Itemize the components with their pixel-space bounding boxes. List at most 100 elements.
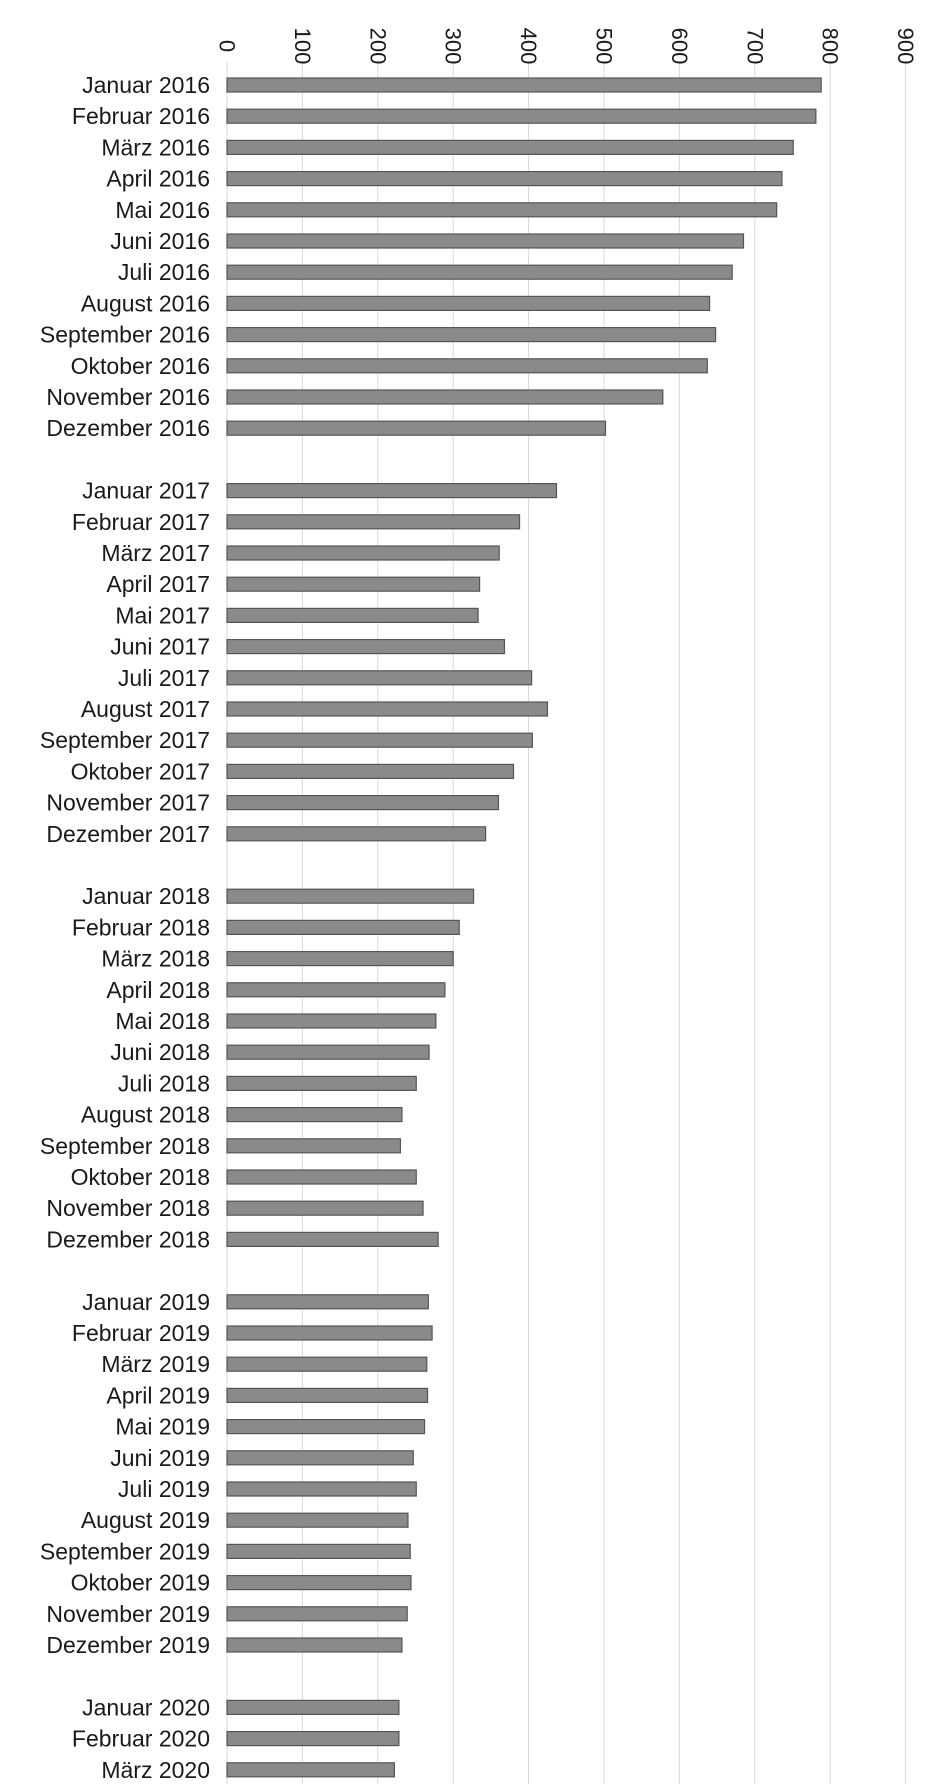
category-label: Mai 2017 [115, 602, 210, 628]
bar [226, 701, 549, 717]
gridlines [226, 62, 907, 1784]
bar [226, 670, 533, 686]
category-label: Oktober 2016 [71, 353, 210, 379]
bar [226, 1325, 433, 1341]
bar [226, 420, 607, 436]
bar [226, 1013, 437, 1029]
category-label: März 2020 [101, 1757, 210, 1783]
bar [226, 483, 558, 499]
bar [226, 1075, 417, 1092]
category-label: Dezember 2019 [46, 1632, 210, 1658]
x-tick-label: 800 [818, 28, 843, 65]
category-label: März 2016 [101, 134, 210, 160]
category-label: Januar 2020 [82, 1694, 210, 1720]
x-tick-label: 700 [742, 28, 767, 65]
category-label: Februar 2018 [72, 914, 210, 940]
bar [226, 108, 817, 124]
category-label: Juli 2018 [118, 1070, 210, 1096]
category-label: November 2017 [46, 790, 210, 816]
bar [226, 545, 500, 561]
bar [226, 171, 783, 187]
bar [226, 1231, 439, 1248]
bar [226, 1044, 430, 1060]
bar [226, 732, 533, 748]
bar [226, 1387, 429, 1404]
category-label: Februar 2016 [72, 103, 210, 129]
category-label: Juni 2018 [110, 1039, 210, 1065]
category-label: September 2016 [40, 322, 210, 348]
x-axis-ticks: 0 100 200 300 400 500 600 700 800 900 [215, 28, 919, 65]
category-label: Mai 2016 [115, 197, 210, 223]
category-label: September 2017 [40, 727, 210, 753]
bar [226, 888, 475, 904]
x-tick-label: 100 [290, 28, 315, 65]
category-label: Januar 2017 [82, 478, 210, 504]
bar [226, 1138, 402, 1154]
bar [226, 233, 745, 249]
category-label: April 2017 [106, 571, 210, 597]
category-label: Oktober 2018 [71, 1164, 210, 1190]
x-tick-label: 600 [667, 28, 692, 65]
category-label: September 2019 [40, 1538, 210, 1564]
category-label: November 2016 [46, 384, 210, 410]
bar [226, 638, 506, 655]
category-label: Januar 2016 [82, 72, 210, 98]
category-label: April 2018 [106, 977, 210, 1003]
bar [226, 1637, 403, 1653]
bar [226, 1574, 412, 1591]
bar [226, 919, 460, 936]
bars [226, 77, 822, 1778]
bar [226, 1730, 400, 1747]
category-label: Mai 2019 [115, 1414, 210, 1440]
category-label: April 2016 [106, 166, 210, 192]
category-label: Dezember 2018 [46, 1226, 210, 1252]
category-label: Mai 2018 [115, 1008, 210, 1034]
bar [226, 607, 479, 624]
bar [226, 1450, 414, 1466]
bar [226, 1606, 408, 1622]
x-tick-label: 500 [592, 28, 617, 65]
bar [226, 1106, 403, 1123]
bar [226, 763, 515, 780]
bar [226, 1169, 417, 1185]
bar [226, 1418, 426, 1435]
category-label: Juni 2017 [110, 634, 210, 660]
category-label: Januar 2019 [82, 1289, 210, 1315]
category-label: März 2017 [101, 540, 210, 566]
category-label: November 2018 [46, 1195, 210, 1221]
category-label: August 2018 [81, 1102, 210, 1128]
bar [226, 982, 446, 998]
category-label: August 2019 [81, 1507, 210, 1533]
bar [226, 1762, 395, 1778]
category-label: Juni 2016 [110, 228, 210, 254]
category-label: August 2017 [81, 696, 210, 722]
bar [226, 514, 521, 530]
bar [226, 389, 664, 405]
bar [226, 295, 711, 311]
bar [226, 950, 454, 967]
x-tick-label: 300 [441, 28, 466, 65]
bar [226, 202, 778, 218]
category-label: Februar 2017 [72, 509, 210, 535]
category-labels: Januar 2016 Februar 2016 März 2016 April 20… [40, 72, 210, 1783]
x-tick-label: 400 [516, 28, 541, 65]
bar [226, 826, 487, 842]
bar [226, 1200, 424, 1216]
bar [226, 1481, 417, 1497]
category-label: Dezember 2016 [46, 415, 210, 441]
x-tick-label: 200 [365, 28, 390, 65]
category-label: Februar 2020 [72, 1726, 210, 1752]
bar [226, 1543, 411, 1560]
bar [226, 327, 717, 343]
x-tick-label: 900 [893, 28, 918, 65]
bar [226, 1512, 409, 1528]
x-tick-label: 0 [215, 40, 240, 52]
bar [226, 794, 500, 811]
bar [226, 1356, 428, 1372]
category-label: Dezember 2017 [46, 821, 210, 847]
bar [226, 1699, 400, 1716]
category-label: Juli 2019 [118, 1476, 210, 1502]
category-label: März 2019 [101, 1351, 210, 1377]
category-label: Februar 2019 [72, 1320, 210, 1346]
